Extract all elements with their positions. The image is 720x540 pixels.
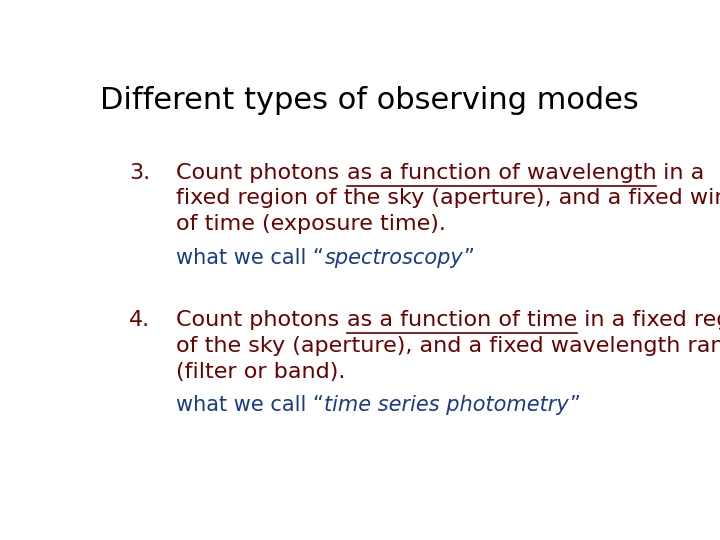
Text: in a: in a (657, 163, 705, 183)
Text: in a fixed region: in a fixed region (577, 310, 720, 330)
Text: 3.: 3. (129, 163, 150, 183)
Text: spectroscopy: spectroscopy (325, 247, 463, 268)
Text: ”: ” (569, 395, 580, 415)
Text: Different types of observing modes: Different types of observing modes (99, 85, 639, 114)
Text: fixed region of the sky (aperture), and a fixed window: fixed region of the sky (aperture), and … (176, 188, 720, 208)
Text: what we call “: what we call “ (176, 395, 325, 415)
Text: time series photometry: time series photometry (325, 395, 569, 415)
Text: of time (exposure time).: of time (exposure time). (176, 214, 446, 234)
Text: of the sky (aperture), and a fixed wavelength range: of the sky (aperture), and a fixed wavel… (176, 336, 720, 356)
Text: Count photons: Count photons (176, 310, 347, 330)
Text: Count photons: Count photons (176, 163, 347, 183)
Text: (filter or band).: (filter or band). (176, 362, 346, 382)
Text: ”: ” (463, 247, 474, 268)
Text: as a function of time: as a function of time (347, 310, 577, 330)
Text: what we call “: what we call “ (176, 247, 325, 268)
Text: as a function of wavelength: as a function of wavelength (347, 163, 657, 183)
Text: 4.: 4. (129, 310, 150, 330)
